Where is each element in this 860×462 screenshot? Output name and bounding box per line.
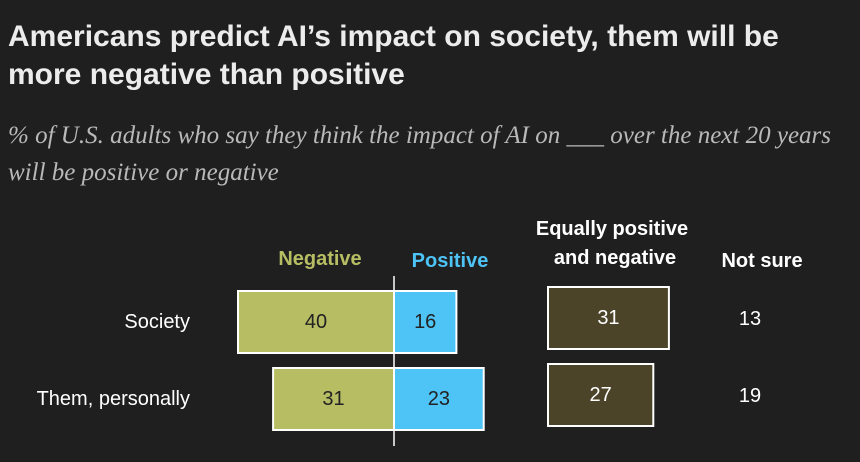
header-equally-line-2: and negative xyxy=(554,247,676,269)
header-negative: Negative xyxy=(278,248,361,270)
value-negative: 40 xyxy=(305,311,327,333)
bar-positive xyxy=(393,367,485,431)
bar-positive xyxy=(393,290,458,354)
value-not-sure: 13 xyxy=(739,308,761,330)
value-positive: 16 xyxy=(414,311,436,333)
chart-marks: Society 40 16 31 13 Them, personally 31 23 27 19 xyxy=(37,276,761,446)
value-equally: 31 xyxy=(597,307,619,329)
value-equally: 27 xyxy=(590,384,612,406)
category-label: Them, personally xyxy=(37,388,190,410)
value-not-sure: 19 xyxy=(739,385,761,407)
header-not-sure: Not sure xyxy=(721,250,802,272)
value-negative: 31 xyxy=(322,388,344,410)
header-positive: Positive xyxy=(412,250,489,272)
chart-title: Americans predict AI’s impact on society… xyxy=(8,20,779,91)
chart-subtitle: % of U.S. adults who say they think the … xyxy=(8,122,831,186)
bar-equally xyxy=(547,363,655,427)
header-equally-line-1: Equally positive xyxy=(536,218,688,240)
bar-negative xyxy=(272,367,396,431)
value-positive: 23 xyxy=(428,388,450,410)
bar-equally xyxy=(547,286,670,350)
bar-negative xyxy=(237,290,395,354)
category-label: Society xyxy=(124,311,190,333)
